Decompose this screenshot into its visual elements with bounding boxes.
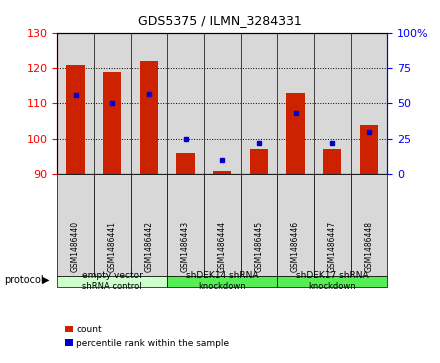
Bar bbox=[351, 33, 387, 174]
Bar bbox=[314, 33, 351, 174]
Bar bbox=[241, 33, 277, 174]
Text: knockdown: knockdown bbox=[308, 282, 356, 291]
Bar bbox=[57, 33, 94, 174]
Bar bbox=[176, 153, 195, 174]
Bar bbox=[103, 72, 121, 174]
Text: GSM1486448: GSM1486448 bbox=[364, 221, 374, 272]
Text: GSM1486447: GSM1486447 bbox=[328, 221, 337, 272]
Bar bbox=[360, 125, 378, 174]
Text: GSM1486445: GSM1486445 bbox=[254, 221, 264, 272]
Bar bbox=[286, 93, 305, 174]
Text: shDEK14 shRNA: shDEK14 shRNA bbox=[186, 272, 258, 280]
Text: GDS5375 / ILMN_3284331: GDS5375 / ILMN_3284331 bbox=[138, 15, 302, 28]
Bar bbox=[94, 33, 131, 174]
Bar bbox=[167, 33, 204, 174]
Text: GSM1486442: GSM1486442 bbox=[144, 221, 154, 272]
Text: GSM1486441: GSM1486441 bbox=[108, 221, 117, 272]
Bar bbox=[277, 33, 314, 174]
Text: GSM1486443: GSM1486443 bbox=[181, 221, 190, 272]
Text: GSM1486440: GSM1486440 bbox=[71, 221, 80, 272]
Bar bbox=[66, 65, 85, 174]
Text: ▶: ▶ bbox=[42, 274, 49, 285]
Bar bbox=[213, 171, 231, 174]
Text: empty vector: empty vector bbox=[82, 272, 143, 280]
Text: shRNA control: shRNA control bbox=[82, 282, 142, 291]
Bar bbox=[323, 150, 341, 174]
Bar bbox=[131, 33, 167, 174]
Text: GSM1486444: GSM1486444 bbox=[218, 221, 227, 272]
Bar bbox=[250, 150, 268, 174]
Bar bbox=[204, 33, 241, 174]
Text: GSM1486446: GSM1486446 bbox=[291, 221, 300, 272]
Bar bbox=[140, 61, 158, 174]
Legend: count, percentile rank within the sample: count, percentile rank within the sample bbox=[62, 322, 233, 351]
Text: knockdown: knockdown bbox=[198, 282, 246, 291]
Text: protocol: protocol bbox=[4, 274, 44, 285]
Text: shDEK17 shRNA: shDEK17 shRNA bbox=[296, 272, 369, 280]
